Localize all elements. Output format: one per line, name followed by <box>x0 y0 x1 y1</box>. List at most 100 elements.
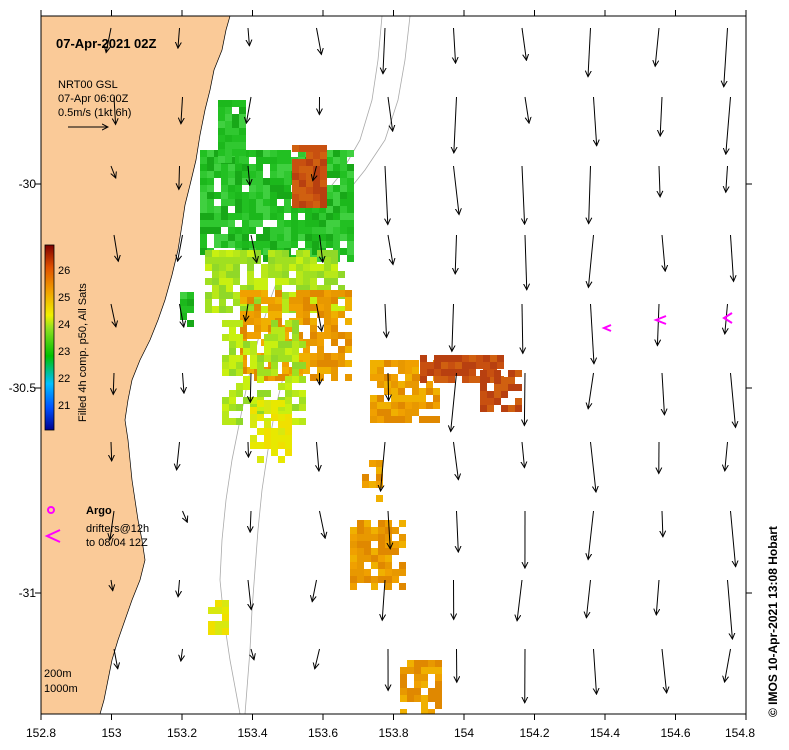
sst-pixel <box>285 414 292 421</box>
sst-pixel <box>282 271 289 278</box>
sst-pixel <box>317 304 324 311</box>
current-arrow <box>522 165 525 224</box>
sst-pixel <box>200 178 207 185</box>
sst-pixel <box>275 285 282 292</box>
sst-pixel <box>263 213 270 220</box>
sst-pixel <box>200 234 207 241</box>
sst-pixel <box>233 299 240 306</box>
sst-pixel <box>261 285 268 292</box>
sst-pixel <box>306 180 313 187</box>
sst-pixel <box>256 164 263 171</box>
sst-pixel <box>291 220 298 227</box>
drifter-legend-line1: drifters@12h <box>86 523 149 535</box>
sst-pixel <box>347 248 354 255</box>
sst-pixel <box>214 192 221 199</box>
sst-pixel <box>222 418 229 425</box>
sst-pixel <box>313 152 320 159</box>
sst-pixel <box>207 164 214 171</box>
sst-pixel <box>455 355 462 362</box>
sst-pixel <box>249 220 256 227</box>
sst-pixel <box>221 199 228 206</box>
sst-pixel <box>407 695 414 702</box>
sst-pixel <box>405 374 412 381</box>
sst-pixel <box>400 695 407 702</box>
current-arrow <box>662 234 665 271</box>
sst-pixel <box>278 456 285 463</box>
sst-pixel <box>299 180 306 187</box>
current-arrow <box>111 441 112 461</box>
sst-pixel <box>299 397 306 404</box>
sst-pixel <box>299 166 306 173</box>
sst-pixel <box>285 421 292 428</box>
sst-pixel <box>419 402 426 409</box>
sst-pixel <box>326 213 333 220</box>
sst-pixel <box>370 402 377 409</box>
sst-pixel <box>218 149 225 156</box>
sst-pixel <box>257 376 264 383</box>
sst-pixel <box>319 220 326 227</box>
sst-pixel <box>421 702 428 709</box>
sst-pixel <box>240 297 247 304</box>
sst-pixel <box>218 100 225 107</box>
sst-pixel <box>326 171 333 178</box>
sst-pixel <box>441 355 448 362</box>
sst-pixel <box>239 135 246 142</box>
sst-pixel <box>212 292 219 299</box>
sst-pixel <box>400 681 407 688</box>
sst-pixel <box>278 404 285 411</box>
sst-pixel <box>256 213 263 220</box>
sst-pixel <box>292 355 299 362</box>
map-title: 07-Apr-2021 02Z <box>56 36 156 51</box>
sst-pixel <box>320 166 327 173</box>
current-arrow <box>725 441 728 471</box>
current-arrow <box>594 96 597 146</box>
sst-pixel <box>278 383 285 390</box>
sst-pixel <box>490 376 497 383</box>
sst-pixel <box>378 527 385 534</box>
current-arrow <box>385 165 388 224</box>
sst-pixel <box>326 241 333 248</box>
sst-pixel <box>270 157 277 164</box>
sst-pixel <box>340 171 347 178</box>
sst-pixel <box>299 376 306 383</box>
sst-pixel <box>236 404 243 411</box>
y-tick-label: -31 <box>19 586 37 600</box>
sst-pixel <box>296 250 303 257</box>
sst-pixel <box>275 264 282 271</box>
sst-pixel <box>232 121 239 128</box>
sst-pixel <box>441 362 448 369</box>
sst-pixel <box>207 220 214 227</box>
sst-pixel <box>218 114 225 121</box>
sst-pixel <box>331 297 338 304</box>
sst-pixel <box>207 178 214 185</box>
sst-pixel <box>207 185 214 192</box>
colorbar-tick: 26 <box>58 265 70 277</box>
sst-pixel <box>275 304 282 311</box>
sst-pixel <box>285 341 292 348</box>
sst-pixel <box>263 255 270 262</box>
sst-pixel <box>187 306 194 313</box>
sst-pixel <box>225 142 232 149</box>
sst-pixel <box>364 534 371 541</box>
sst-pixel <box>324 353 331 360</box>
sst-pixel <box>303 271 310 278</box>
sst-pixel <box>317 250 324 257</box>
sst-pixel <box>254 285 261 292</box>
sst-pixel <box>257 369 264 376</box>
sst-pixel <box>291 213 298 220</box>
sst-pixel <box>292 180 299 187</box>
sst-pixel <box>324 257 331 264</box>
sst-pixel <box>263 199 270 206</box>
sst-pixel <box>310 290 317 297</box>
sst-pixel <box>385 569 392 576</box>
x-axis-labels: 152.8 153 153.2 153.4 153.6 153.8 154 15… <box>26 726 755 740</box>
sst-pixel <box>414 688 421 695</box>
sst-pixel <box>264 334 271 341</box>
current-arrow <box>524 372 525 425</box>
current-arrow <box>659 165 660 197</box>
current-info-line2: 07-Apr 06:00Z <box>58 93 129 105</box>
sst-pixel <box>282 278 289 285</box>
current-arrow <box>457 510 459 552</box>
sst-pixel <box>215 607 222 614</box>
sst-pixel <box>299 390 306 397</box>
